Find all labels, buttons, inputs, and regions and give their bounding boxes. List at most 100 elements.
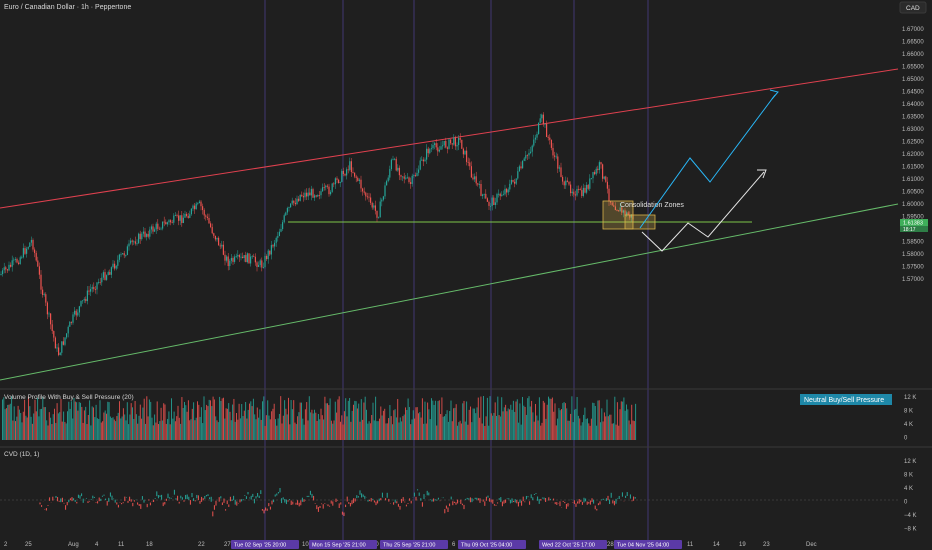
candle-body xyxy=(413,175,415,176)
time-tick-label: 11 xyxy=(118,542,125,548)
volume-bar xyxy=(141,418,143,440)
volume-bar xyxy=(566,408,568,440)
candle-body xyxy=(117,259,119,266)
volume-bar xyxy=(337,399,339,440)
candle-body xyxy=(419,160,421,170)
volume-bar xyxy=(540,425,542,440)
volume-bar xyxy=(33,413,35,440)
candle-body xyxy=(355,176,357,178)
time-highlight-badge xyxy=(309,540,377,549)
candle-body xyxy=(195,203,197,210)
volume-bar xyxy=(317,413,319,440)
volume-bar xyxy=(581,422,583,440)
candle-body xyxy=(318,195,320,196)
volume-bar xyxy=(2,399,3,440)
volume-axis[interactable]: 12 K 8 K 4 K 0 xyxy=(904,395,916,442)
volume-bar xyxy=(512,400,514,440)
candle-body xyxy=(506,188,508,193)
volume-bar xyxy=(15,421,16,440)
volume-bar xyxy=(574,409,575,440)
candle-body xyxy=(440,146,442,150)
candle-body xyxy=(61,341,63,353)
bullish-projection-arrow[interactable] xyxy=(639,94,776,229)
volume-bar xyxy=(177,405,179,440)
candle-body xyxy=(88,290,90,292)
volume-bar xyxy=(310,412,312,440)
candle-body xyxy=(390,159,392,170)
time-tick-label: 27 xyxy=(224,542,231,548)
volume-bar xyxy=(550,398,552,440)
candle-body xyxy=(128,243,130,247)
candle-body xyxy=(280,229,282,232)
price-axis[interactable]: 1.67000 1.66500 1.66000 1.65500 1.65000 1.645… xyxy=(902,27,924,283)
candle-body xyxy=(219,245,221,247)
volume-bar xyxy=(213,399,215,440)
candle-body xyxy=(386,181,388,186)
volume-bar xyxy=(319,419,321,440)
volume-bar xyxy=(17,405,19,440)
price-tick-label: 1.66500 xyxy=(902,40,924,46)
candle-body xyxy=(114,263,116,269)
volume-bar xyxy=(336,412,338,440)
volume-bar xyxy=(237,419,239,440)
volume-bar xyxy=(493,412,495,440)
volume-bar xyxy=(132,407,133,440)
candle-body xyxy=(565,180,567,186)
volume-bar xyxy=(200,407,202,440)
cvd-axis[interactable]: 12 K 8 K 4 K 0 −4 K −8 K xyxy=(904,459,917,533)
volume-bar xyxy=(182,408,184,440)
volume-bar xyxy=(289,424,291,440)
candle-body xyxy=(322,187,324,192)
volume-bar xyxy=(46,420,48,440)
time-axis[interactable]: 225Aug411182227310162430Oct613202428Nov1… xyxy=(4,540,817,549)
volume-bar xyxy=(321,415,323,440)
candle-body xyxy=(365,192,367,197)
volume-bar xyxy=(155,422,157,440)
volume-bar xyxy=(463,400,465,440)
volume-bar xyxy=(203,396,205,440)
volume-bar xyxy=(291,409,293,440)
candle-body xyxy=(325,185,327,188)
last-price-label: 1.61383 xyxy=(903,221,923,227)
candle-body xyxy=(72,314,74,323)
time-tick-label: 11 xyxy=(687,542,694,548)
candle-body xyxy=(456,145,458,147)
volume-bar xyxy=(324,396,326,440)
candle-body xyxy=(146,233,148,237)
candle-body xyxy=(392,158,394,160)
volume-bar xyxy=(280,396,282,440)
volume-bar xyxy=(486,397,488,440)
volume-bar xyxy=(525,414,527,440)
lower-channel-line[interactable] xyxy=(0,203,899,381)
volume-bar xyxy=(354,400,356,440)
volume-bar xyxy=(480,396,482,440)
candle-body xyxy=(491,197,493,206)
volume-bar xyxy=(174,421,176,440)
volume-bar xyxy=(51,424,53,440)
consolidation-zone-2[interactable] xyxy=(624,214,656,230)
candle-body xyxy=(558,167,560,169)
volume-bar xyxy=(38,416,40,440)
candle-body xyxy=(301,194,303,197)
volume-bar xyxy=(609,414,611,440)
candle-body xyxy=(13,259,15,261)
candle-body xyxy=(326,185,328,187)
volume-bar xyxy=(210,400,211,440)
volume-bar xyxy=(236,412,237,440)
candle-body xyxy=(629,214,631,218)
volume-bar xyxy=(442,416,444,440)
volume-bar xyxy=(208,399,210,440)
candle-body xyxy=(587,184,589,189)
candle-body xyxy=(528,152,530,156)
volume-bar xyxy=(242,416,244,440)
volume-bar xyxy=(356,408,358,440)
currency-button[interactable] xyxy=(899,1,927,14)
candle-body xyxy=(66,333,68,338)
alternative-projection-arrow[interactable] xyxy=(641,171,765,252)
volume-bar xyxy=(271,411,273,440)
candle-body xyxy=(546,123,548,138)
volume-bar xyxy=(29,406,31,440)
volume-bar xyxy=(557,418,559,440)
volume-bar xyxy=(545,418,547,440)
volume-bar xyxy=(61,421,63,440)
